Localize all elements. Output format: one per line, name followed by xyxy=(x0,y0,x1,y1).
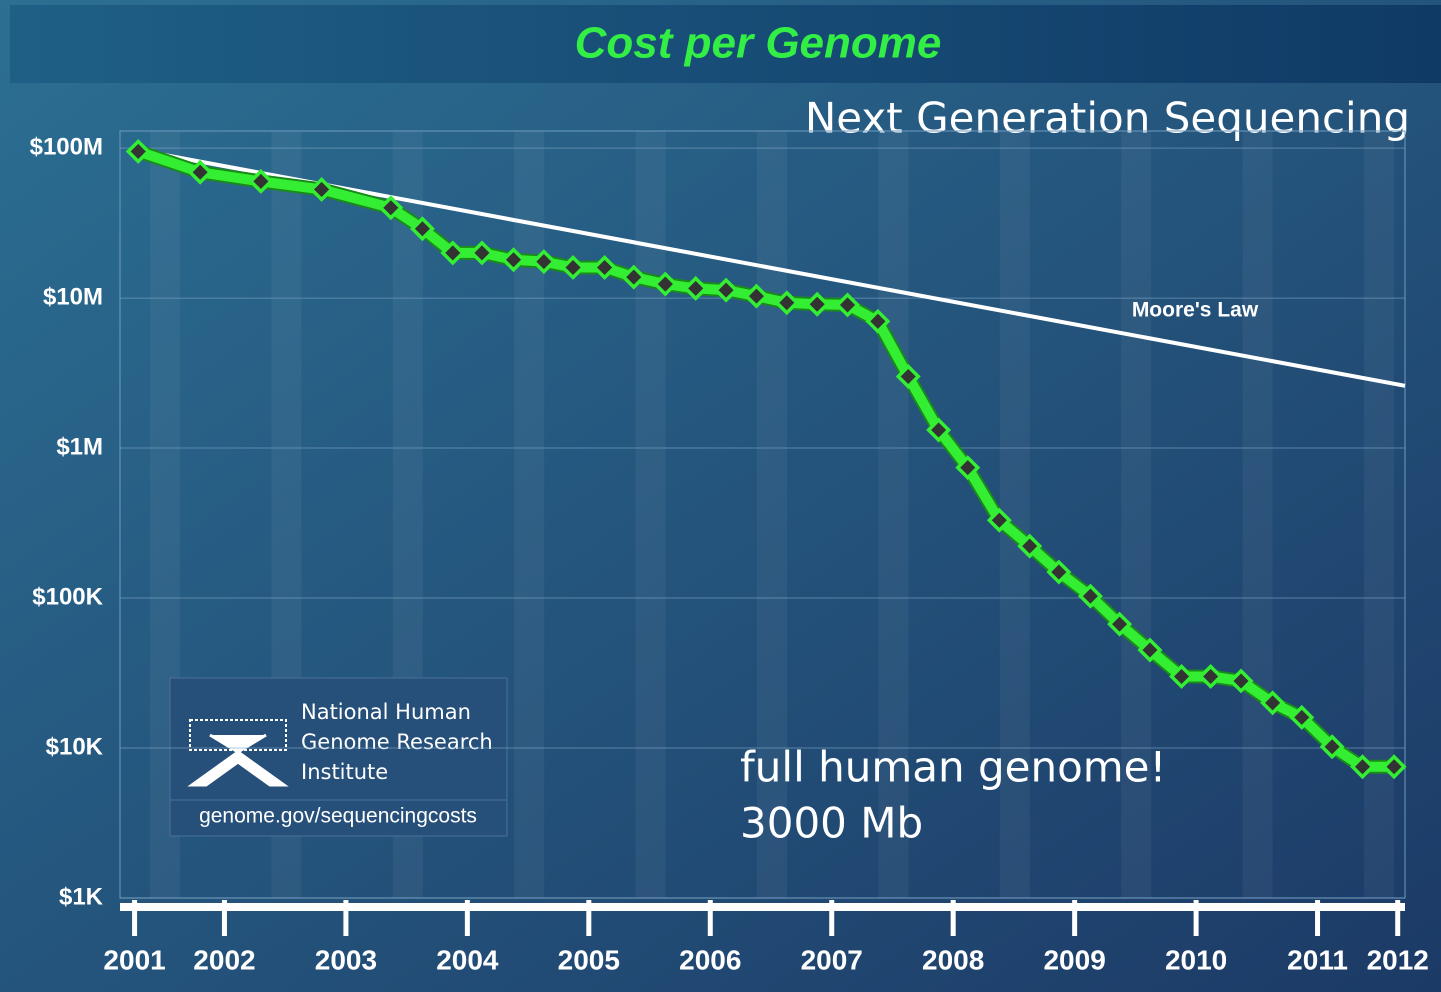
logo-url: genome.gov/sequencingcosts xyxy=(199,805,477,828)
marker xyxy=(804,291,830,317)
marker xyxy=(440,240,466,266)
y-tick-label: $100K xyxy=(32,583,103,610)
x-tick-label: 2003 xyxy=(315,944,377,975)
y-tick-label: $10K xyxy=(46,733,104,760)
marker xyxy=(1017,533,1043,559)
x-tick-label: 2011 xyxy=(1287,944,1348,975)
logo-text: Genome Research xyxy=(301,730,493,754)
marker xyxy=(1381,754,1407,780)
y-tick-label: $1M xyxy=(56,433,103,460)
marker xyxy=(1077,583,1103,609)
marker xyxy=(187,159,213,185)
x-tick-label: 2008 xyxy=(922,944,984,975)
stripe xyxy=(757,131,787,898)
marker xyxy=(1137,637,1163,663)
x-tick-label: 2004 xyxy=(436,944,499,975)
marker xyxy=(531,249,557,275)
x-tick-label: 2012 xyxy=(1367,944,1429,975)
x-tick-label: 2006 xyxy=(679,944,741,975)
marker xyxy=(1046,559,1072,585)
x-tick-label: 2009 xyxy=(1043,944,1105,975)
marker xyxy=(865,308,891,334)
marker xyxy=(895,364,921,389)
marker xyxy=(986,507,1012,533)
marker xyxy=(743,283,769,309)
marker xyxy=(713,277,739,303)
marker xyxy=(469,240,495,266)
marker xyxy=(835,292,860,318)
x-tick-label: 2001 xyxy=(103,944,165,975)
marker xyxy=(1169,663,1194,689)
logo: National Human Genome Research Institute… xyxy=(169,677,508,837)
line xyxy=(137,148,1406,388)
stripe xyxy=(1121,131,1152,898)
marker xyxy=(1260,690,1286,716)
logo-text: National Human xyxy=(301,700,471,724)
stripe xyxy=(635,131,666,898)
marker xyxy=(560,254,586,280)
stripe xyxy=(1242,131,1273,898)
marker xyxy=(248,168,274,194)
chart-title: Cost per Genome xyxy=(575,19,942,68)
marker xyxy=(926,417,952,443)
y-tick-label: $10M xyxy=(43,283,103,310)
x-tick-label: 2007 xyxy=(801,944,863,975)
marker xyxy=(774,290,800,316)
marker xyxy=(955,455,981,481)
marker xyxy=(1289,704,1315,730)
series-label: Moore's Law xyxy=(1132,299,1259,322)
logo-icon xyxy=(189,719,287,751)
x-tick-label: 2002 xyxy=(193,944,255,975)
logo-text: Institute xyxy=(301,760,388,784)
y-tick-label: $100M xyxy=(30,133,103,160)
logo-icon xyxy=(187,733,289,787)
y-tick-label: $1K xyxy=(59,883,104,910)
marker xyxy=(1350,754,1375,780)
marker xyxy=(501,247,526,273)
marker xyxy=(1107,611,1133,637)
marker xyxy=(1319,734,1345,760)
x-tick-label: 2005 xyxy=(558,944,620,975)
marker xyxy=(1228,668,1254,694)
marker xyxy=(683,275,709,301)
x-tick-label: 2010 xyxy=(1165,944,1227,975)
stripe xyxy=(1364,131,1394,898)
marker xyxy=(409,216,435,242)
annotation: full human genome! xyxy=(740,743,1166,792)
stripe xyxy=(514,131,545,898)
marker xyxy=(621,264,647,290)
subtitle: Next Generation Sequencing xyxy=(805,94,1410,143)
annotation: 3000 Mb xyxy=(740,799,923,848)
marker xyxy=(592,254,618,280)
marker xyxy=(125,138,151,164)
title-bar xyxy=(10,5,1441,83)
marker xyxy=(378,195,404,221)
marker xyxy=(652,271,678,297)
marker xyxy=(309,176,335,202)
stripe xyxy=(878,131,909,898)
logo-box xyxy=(169,677,508,837)
marker xyxy=(1198,663,1224,689)
